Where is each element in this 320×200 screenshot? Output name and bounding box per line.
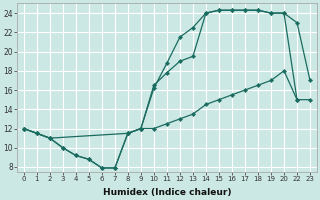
X-axis label: Humidex (Indice chaleur): Humidex (Indice chaleur) bbox=[103, 188, 231, 197]
